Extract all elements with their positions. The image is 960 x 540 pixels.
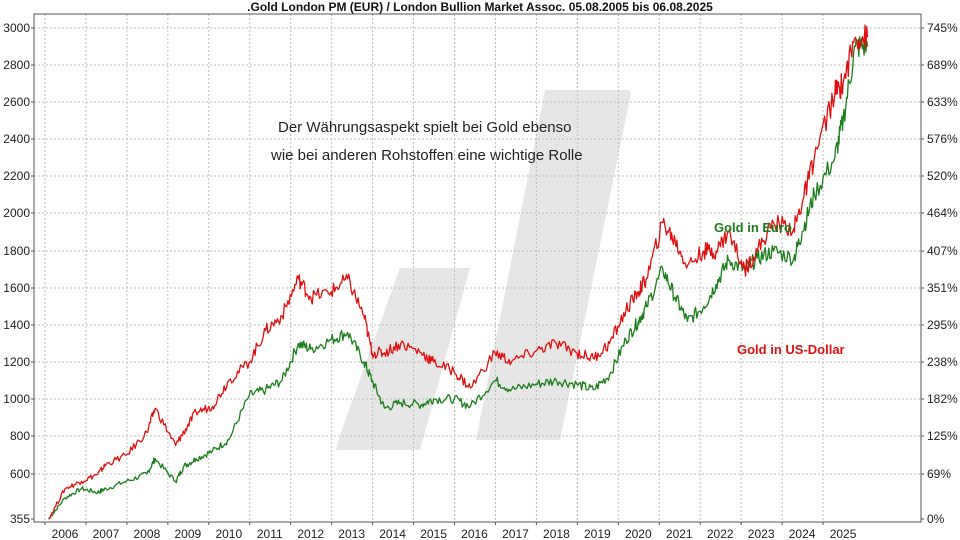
series-line-gold-in-us-dollar bbox=[48, 24, 869, 520]
y-right-tick-label: 295% bbox=[927, 318, 958, 332]
y-left-tick-label: 1200 bbox=[3, 355, 30, 369]
x-tick-label: 2015 bbox=[420, 527, 447, 540]
x-tick-label: 2019 bbox=[584, 527, 611, 540]
x-tick-label: 2024 bbox=[789, 527, 816, 540]
x-axis: 2006 2007 2008 2009 2010 2011 2012 2013 2014 2015… bbox=[44, 522, 857, 540]
y-right-tick-label: 633% bbox=[927, 95, 958, 109]
grid bbox=[34, 14, 921, 522]
y-left-tick-label: 2800 bbox=[3, 58, 30, 72]
x-tick-label: 2008 bbox=[134, 527, 161, 540]
x-tick-label: 2011 bbox=[257, 527, 283, 540]
series-label-gold-in-euro: Gold in Euro bbox=[714, 220, 792, 235]
y-right-tick-label: 125% bbox=[927, 429, 958, 443]
x-tick-label: 2017 bbox=[502, 527, 529, 540]
x-tick-label: 2016 bbox=[461, 527, 488, 540]
series-label-gold-in-us-dollar: Gold in US-Dollar bbox=[737, 342, 845, 357]
x-tick-label: 2025 bbox=[830, 527, 857, 540]
y-left-tick-label: 1000 bbox=[3, 392, 30, 406]
right-axis: 0% 69% 125% 182% 238% 295% 351% 407% 464% 520% 576… bbox=[921, 21, 958, 526]
x-tick-label: 2023 bbox=[748, 527, 775, 540]
y-left-tick-label: 1800 bbox=[3, 244, 30, 258]
y-right-tick-label: 407% bbox=[927, 244, 958, 258]
y-left-tick-label: 3000 bbox=[3, 21, 30, 35]
y-right-tick-label: 745% bbox=[927, 21, 958, 35]
x-tick-label: 2007 bbox=[93, 527, 120, 540]
y-right-tick-label: 69% bbox=[927, 467, 951, 481]
y-right-tick-label: 520% bbox=[927, 169, 958, 183]
y-right-tick-label: 182% bbox=[927, 392, 958, 406]
x-tick-label: 2006 bbox=[52, 527, 79, 540]
y-left-tick-label: 600 bbox=[10, 467, 30, 481]
x-tick-label: 2021 bbox=[666, 527, 693, 540]
y-left-tick-label: 1400 bbox=[3, 318, 30, 332]
x-tick-label: 2020 bbox=[625, 527, 652, 540]
y-right-tick-label: 0% bbox=[927, 512, 945, 526]
y-left-tick-label: 2200 bbox=[3, 169, 30, 183]
y-left-tick-label: 800 bbox=[10, 429, 30, 443]
y-right-tick-label: 351% bbox=[927, 281, 958, 295]
x-tick-label: 2018 bbox=[543, 527, 570, 540]
watermark-shape bbox=[336, 90, 631, 450]
y-right-tick-label: 464% bbox=[927, 206, 958, 220]
plot-frame bbox=[33, 13, 922, 523]
annotation-line-2: wie bei anderen Rohstoffen eine wichtige… bbox=[270, 147, 583, 164]
y-right-tick-label: 238% bbox=[927, 355, 958, 369]
chart-title: .Gold London PM (EUR) / London Bullion M… bbox=[247, 0, 713, 14]
watermark-logo bbox=[336, 90, 631, 450]
y-left-tick-label: 1600 bbox=[3, 281, 30, 295]
x-tick-label: 2014 bbox=[379, 527, 406, 540]
annotation-line-1: Der Währungsaspekt spielt bei Gold ebens… bbox=[278, 119, 572, 136]
y-left-tick-label: 2600 bbox=[3, 95, 30, 109]
x-tick-label: 2013 bbox=[338, 527, 365, 540]
x-tick-label: 2010 bbox=[215, 527, 242, 540]
x-tick-label: 2022 bbox=[707, 527, 734, 540]
y-right-tick-label: 689% bbox=[927, 58, 958, 72]
y-left-tick-label: 2000 bbox=[3, 206, 30, 220]
y-left-tick-label: 355 bbox=[10, 512, 30, 526]
y-right-tick-label: 576% bbox=[927, 132, 958, 146]
series-lines bbox=[48, 24, 869, 520]
left-axis: 355 600 800 1000 1200 1400 1600 1800 2000 2200 240… bbox=[3, 21, 34, 526]
x-tick-label: 2009 bbox=[174, 527, 201, 540]
y-left-tick-label: 2400 bbox=[3, 132, 30, 146]
x-tick-label: 2012 bbox=[297, 527, 324, 540]
